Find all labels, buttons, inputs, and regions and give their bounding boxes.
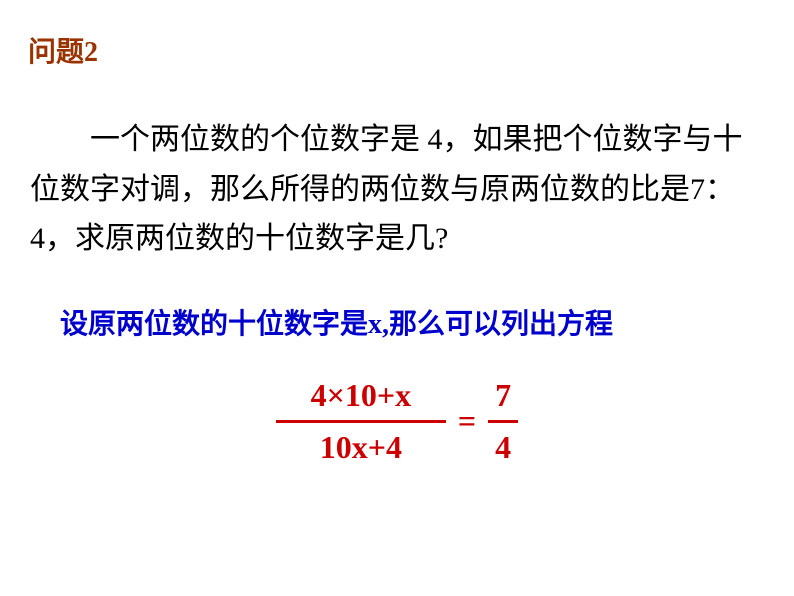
right-fraction-line — [488, 420, 518, 423]
equals-sign: = — [456, 403, 478, 440]
equation-container: 4×10+x 10x+4 = 7 4 — [30, 377, 764, 466]
right-numerator: 7 — [489, 377, 517, 414]
left-denominator: 10x+4 — [314, 429, 408, 466]
left-fraction: 4×10+x 10x+4 — [276, 377, 446, 466]
equation: 4×10+x 10x+4 = 7 4 — [276, 377, 518, 466]
slide-content: 问题2 一个两位数的个位数字是 4，如果把个位数字与十位数字对调，那么所得的两位… — [0, 0, 794, 596]
left-numerator: 4×10+x — [305, 377, 417, 414]
left-fraction-line — [276, 420, 446, 423]
solution-setup: 设原两位数的十位数字是x,那么可以列出方程 — [60, 302, 764, 342]
problem-statement: 一个两位数的个位数字是 4，如果把个位数字与十位数字对调，那么所得的两位数与原两… — [30, 115, 764, 264]
right-fraction: 7 4 — [488, 377, 518, 466]
problem-title: 问题2 — [28, 30, 764, 70]
right-denominator: 4 — [489, 429, 517, 466]
